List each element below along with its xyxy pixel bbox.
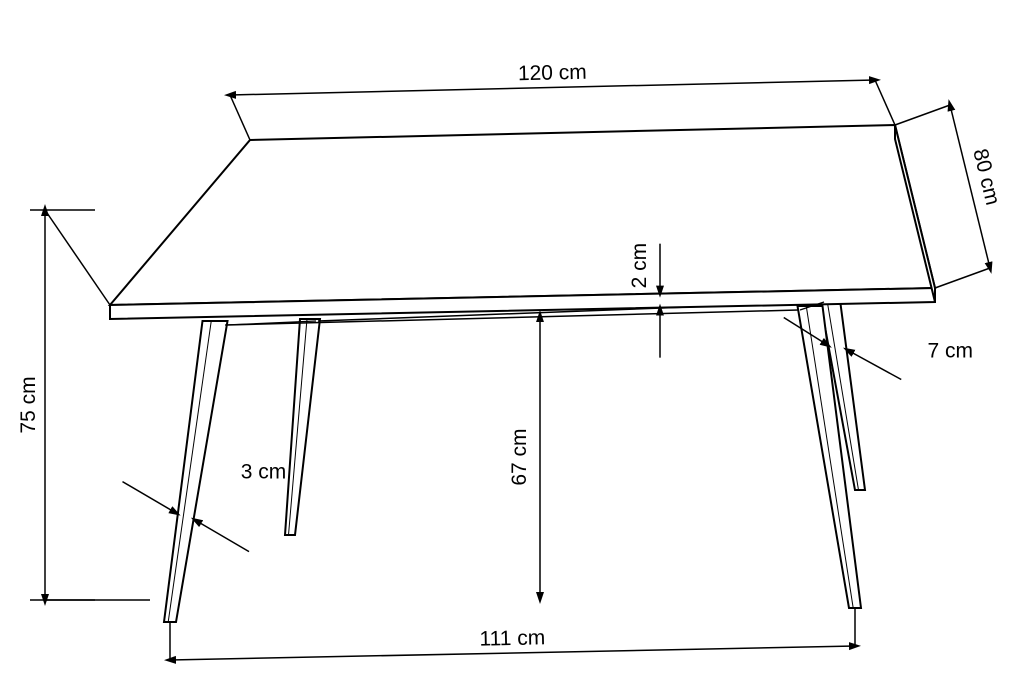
dim-top-length: 120 cm	[518, 61, 587, 86]
dim-leg-top-width: 7 cm	[928, 340, 974, 363]
dim-leg-bottom-width: 3 cm	[241, 461, 287, 484]
dim-clearance-height: 67 cm	[508, 428, 531, 485]
dim-top-depth: 80 cm	[968, 146, 1004, 207]
dim-base-width: 111 cm	[479, 626, 545, 650]
table-technical-drawing: 120 cm 80 cm 75 cm 67 cm 2 cm 3 cm 7 cm 111 cm	[0, 0, 1027, 692]
dim-top-thickness: 2 cm	[628, 243, 651, 289]
dim-total-height: 75 cm	[17, 376, 40, 433]
